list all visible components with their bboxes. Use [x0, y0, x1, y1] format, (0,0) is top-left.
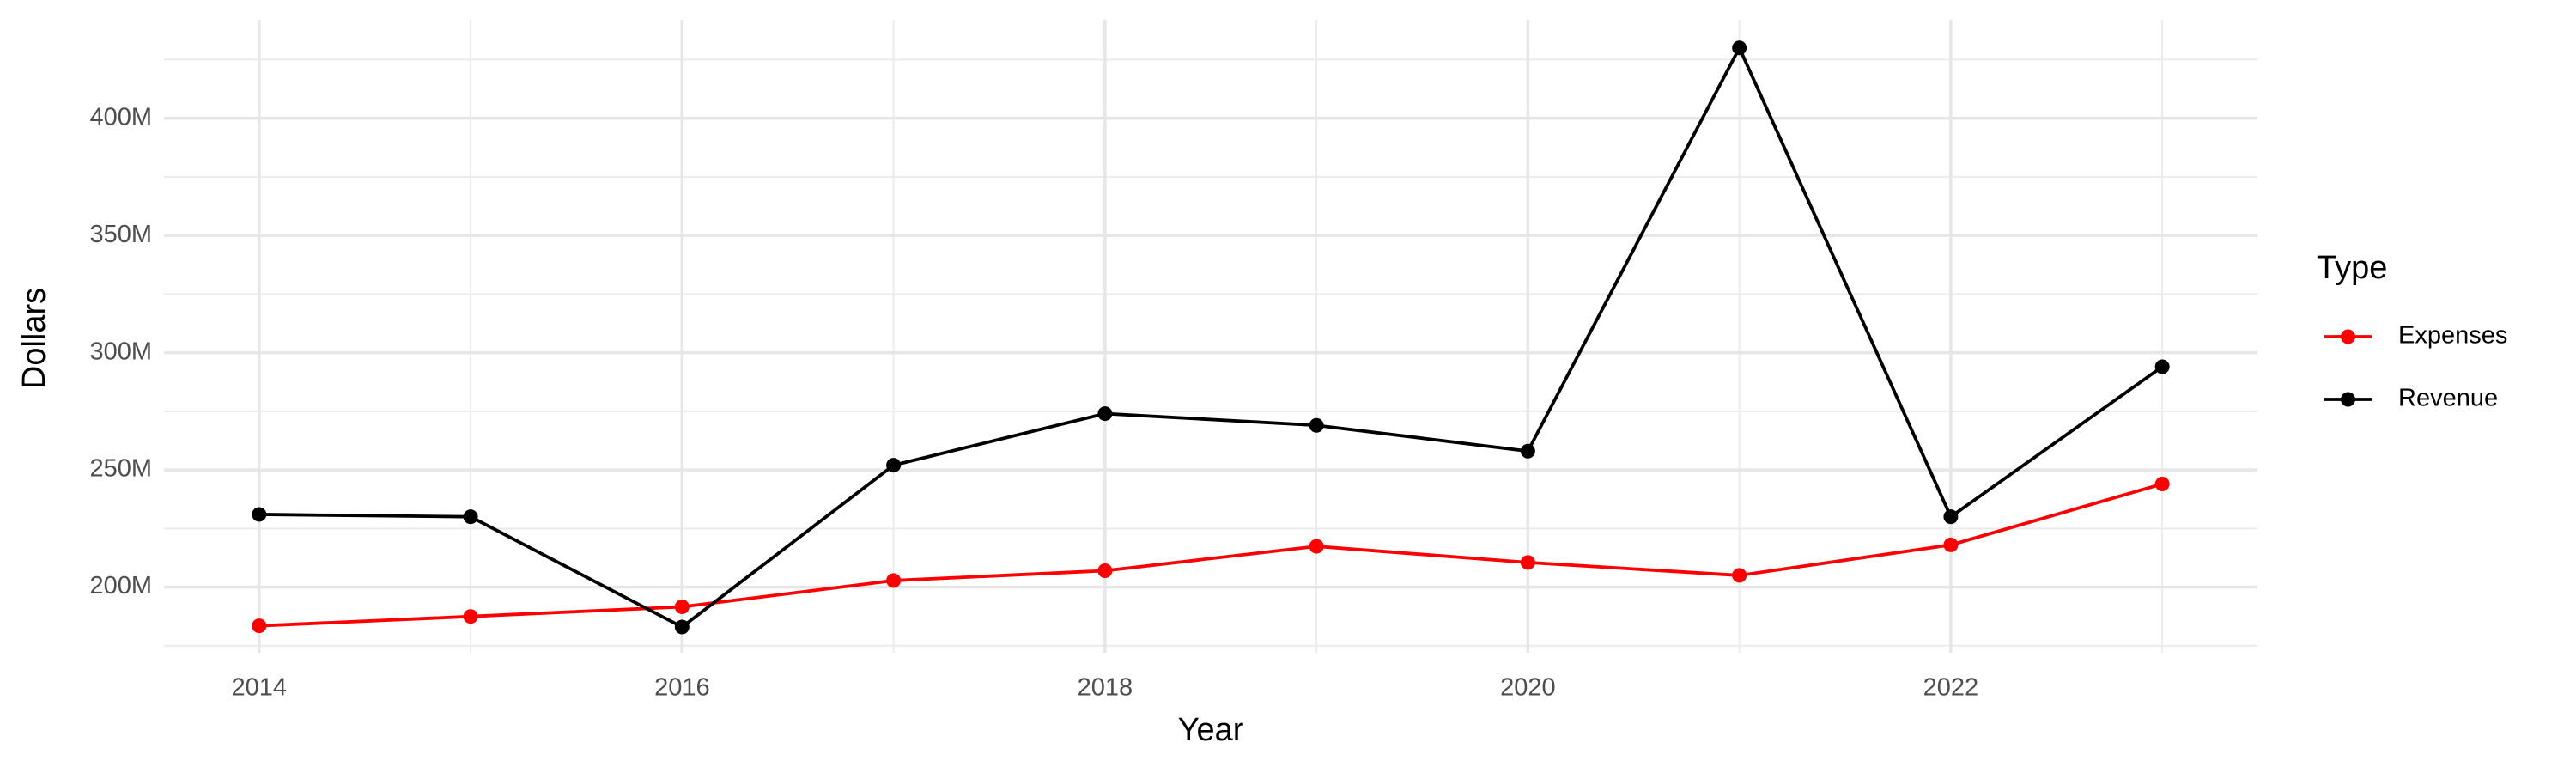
data-point: [2154, 359, 2170, 374]
y-tick-label: 350M: [89, 221, 152, 248]
data-point: [1309, 539, 1324, 554]
x-tick-label: 2022: [1923, 674, 1979, 702]
legend-label: Expenses: [2398, 322, 2507, 350]
data-point: [1943, 537, 1959, 552]
y-tick-label: 400M: [89, 103, 152, 131]
legend-title: Type: [2317, 250, 2387, 286]
x-tick-label: 2018: [1078, 674, 1133, 702]
x-tick-label: 2020: [1500, 674, 1556, 702]
data-point: [1097, 563, 1113, 578]
data-point: [1520, 555, 1535, 570]
data-point: [1732, 568, 1747, 583]
x-tick-label: 2014: [232, 674, 288, 702]
data-point: [1309, 417, 1324, 433]
x-tick-label: 2016: [654, 674, 710, 702]
x-axis-title: Year: [1178, 712, 1244, 748]
data-point: [2154, 476, 2170, 491]
legend-marker: [2341, 392, 2355, 407]
data-point: [674, 619, 690, 635]
legend-marker: [2341, 329, 2355, 344]
data-point: [674, 599, 690, 614]
data-point: [886, 573, 902, 588]
series-line: [258, 482, 2163, 628]
data-point: [1097, 406, 1113, 422]
data-point: [252, 507, 267, 522]
data-point: [1732, 40, 1747, 56]
y-axis-title: Dollars: [16, 288, 52, 389]
legend-label: Revenue: [2398, 385, 2498, 412]
grid: [164, 20, 2257, 653]
y-tick-label: 250M: [89, 455, 152, 483]
data-point: [463, 609, 478, 624]
data-point: [886, 458, 902, 473]
data-point: [1943, 509, 1959, 525]
y-tick-label: 300M: [89, 338, 152, 365]
series-line: [258, 44, 2164, 630]
data-point: [463, 509, 478, 525]
data-point: [1520, 443, 1535, 459]
y-tick-label: 200M: [89, 572, 152, 600]
data-point: [252, 618, 267, 634]
